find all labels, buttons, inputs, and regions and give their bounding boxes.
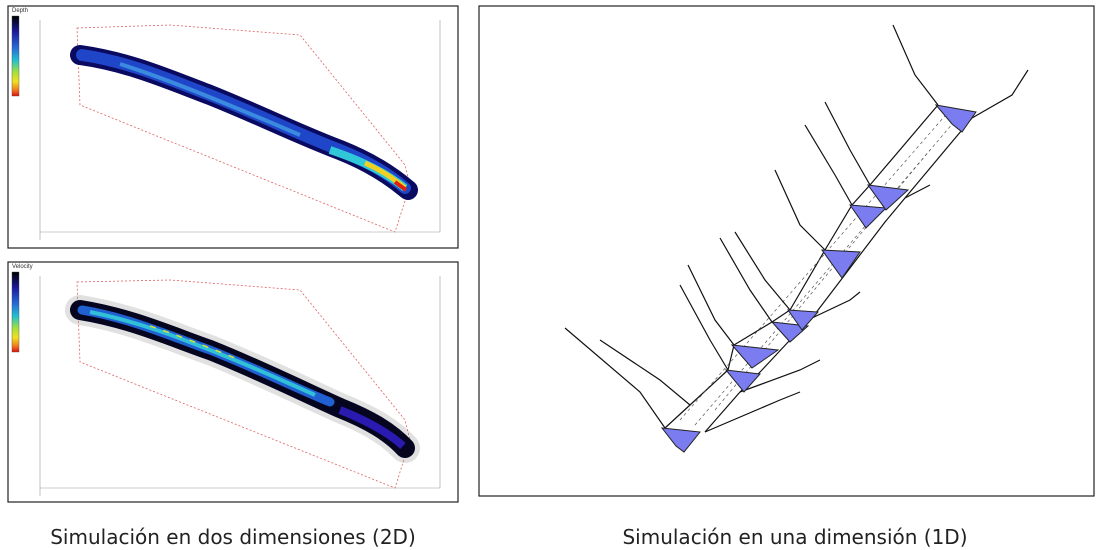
velocity-panel: Velocity: [8, 262, 458, 502]
legend-title: Depth: [12, 8, 28, 14]
legend-title: Velocity: [12, 264, 33, 270]
figure: Depth Velocity: [0, 0, 1106, 550]
one-d-panel: [479, 6, 1094, 496]
depth-panel: Depth: [8, 6, 458, 248]
caption: Simulación en una dimensión (1D): [622, 525, 967, 549]
caption: Simulación en dos dimensiones (2D): [50, 525, 416, 549]
